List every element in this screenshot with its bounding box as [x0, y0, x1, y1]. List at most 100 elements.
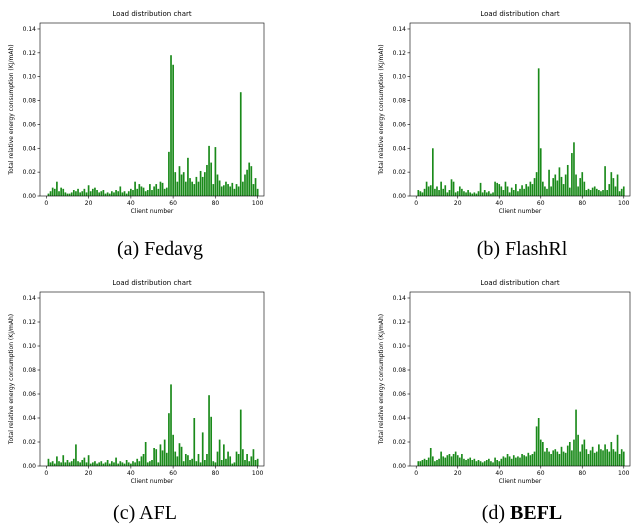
bar	[535, 172, 538, 196]
bar	[79, 192, 81, 196]
bar	[618, 454, 621, 466]
caption-c: (c) AFL	[113, 502, 177, 525]
bar	[134, 462, 136, 466]
bar	[481, 192, 484, 196]
bar	[620, 188, 623, 196]
bar	[423, 458, 426, 466]
bar	[539, 148, 542, 196]
bar	[479, 182, 482, 196]
y-tick-label: 0.14	[393, 295, 407, 302]
bar	[573, 439, 575, 466]
x-tick-label: 40	[495, 200, 503, 207]
bar	[591, 187, 594, 196]
bar	[203, 172, 206, 196]
bar	[151, 460, 153, 466]
bar	[242, 181, 244, 196]
y-tick-label: 0.12	[23, 50, 37, 57]
y-tick-label: 0.08	[393, 367, 407, 374]
bar	[184, 454, 187, 466]
x-tick-label: 0	[44, 470, 48, 477]
bar	[517, 191, 519, 196]
caption-name: Fedavg	[144, 238, 204, 260]
bar	[448, 454, 451, 466]
bar	[471, 193, 474, 196]
bar	[125, 193, 128, 196]
bar	[521, 185, 523, 196]
bar	[100, 191, 103, 196]
bar	[70, 461, 73, 466]
bar	[216, 451, 219, 466]
bar	[502, 456, 505, 466]
chart-4: 0 20 40 60 80 100 0.00 0.02 0.04 0.06 0.08 0.10 0.12…	[378, 279, 631, 485]
bar	[182, 172, 185, 196]
bar	[214, 147, 217, 196]
plot-frame	[39, 22, 265, 197]
bar	[598, 190, 600, 196]
bar	[146, 190, 149, 196]
bar	[178, 166, 181, 196]
bar	[142, 187, 145, 196]
bar	[64, 192, 67, 196]
bar	[144, 191, 147, 196]
bar	[220, 460, 223, 466]
bar	[492, 192, 494, 196]
y-tick-label: 0.10	[393, 74, 407, 81]
bar	[452, 454, 455, 466]
bar	[581, 444, 584, 466]
y-tick-label: 0.14	[393, 26, 407, 33]
x-tick-label: 0	[414, 200, 418, 207]
bar	[231, 463, 234, 466]
x-tick-label: 0	[44, 200, 48, 207]
bar	[132, 190, 134, 196]
bar	[193, 418, 196, 466]
bar	[494, 181, 496, 196]
bar	[47, 193, 50, 196]
bar	[180, 446, 183, 466]
bar	[102, 463, 105, 466]
chart-title: Load distribution chart	[480, 10, 560, 18]
bar	[53, 463, 56, 466]
caption-name: AFL	[139, 502, 177, 524]
bar	[106, 460, 109, 466]
bar	[608, 451, 611, 466]
bar	[244, 460, 246, 466]
bar	[593, 186, 596, 196]
y-tick-label: 0.14	[23, 26, 37, 33]
bar	[127, 191, 130, 196]
bar	[618, 191, 621, 196]
bar	[144, 442, 147, 466]
bar	[149, 461, 151, 466]
bar	[442, 188, 445, 196]
y-tick-label: 0.12	[23, 319, 37, 326]
bar	[246, 169, 248, 196]
bar	[591, 446, 594, 466]
bar	[548, 451, 550, 466]
bar	[153, 448, 155, 466]
bar	[458, 186, 461, 196]
bar	[212, 184, 215, 196]
bar	[440, 181, 442, 196]
x-tick-label: 20	[454, 470, 462, 477]
bar	[208, 395, 210, 466]
y-tick-label: 0.10	[23, 343, 37, 350]
bar	[510, 187, 513, 196]
bar	[438, 458, 440, 466]
bar	[539, 439, 542, 466]
bar	[60, 187, 62, 196]
bar	[554, 449, 557, 466]
bar	[602, 190, 604, 196]
bar	[252, 449, 255, 466]
bar	[119, 186, 122, 196]
bar	[450, 456, 453, 466]
y-tick-label: 0.00	[23, 463, 37, 470]
x-tick-label: 80	[212, 200, 220, 207]
bar	[533, 178, 536, 196]
x-tick-label: 60	[537, 200, 545, 207]
bar	[444, 457, 447, 466]
bar	[446, 455, 449, 466]
bar	[248, 162, 251, 196]
bar	[475, 461, 478, 466]
bar	[467, 190, 469, 196]
bar	[558, 454, 561, 466]
bar	[189, 460, 191, 466]
